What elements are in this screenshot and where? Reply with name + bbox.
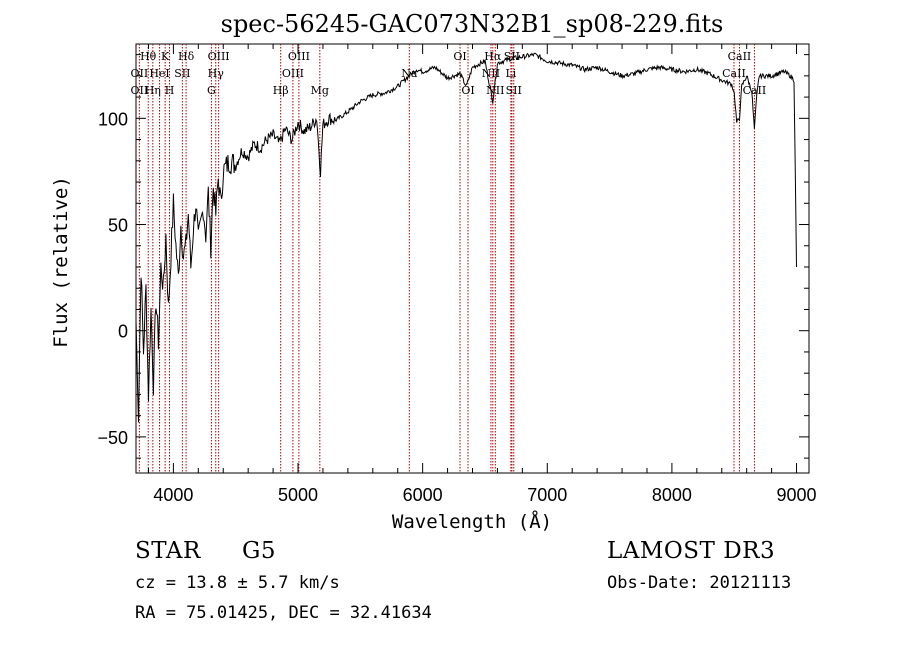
coordinates: RA = 75.01425, DEC = 32.41634 — [135, 603, 432, 623]
spectral-line-label: H — [165, 84, 175, 97]
spectral-line-label: Mg — [311, 84, 329, 97]
chart-title: spec-56245-GAC073N32B1_sp08-229.fits — [221, 10, 724, 38]
spectral-line-label: NII — [482, 67, 500, 80]
spectral-line-label: SII — [506, 84, 522, 97]
spectral-line-label: K — [161, 50, 170, 63]
redshift-readout: cz = 13.8 ± 5.7 km/s — [135, 573, 340, 593]
y-tick-label: 0 — [118, 322, 128, 342]
spectral-line-label: CaII — [722, 67, 746, 80]
spectral-line-label: CaII — [728, 50, 752, 63]
spectral-line-label: OI — [453, 50, 466, 63]
spectral-line-label: OIII — [282, 67, 304, 80]
spectral-line-label: OI — [461, 84, 474, 97]
spectral-line-label: OIII — [288, 50, 310, 63]
spectral-line-label: Hγ — [208, 67, 225, 80]
observation-date: Obs-Date: 20121113 — [607, 573, 792, 593]
x-tick-label: 4000 — [153, 485, 193, 505]
x-axis-label: Wavelength (Å) — [392, 510, 552, 533]
plot-frame — [135, 43, 810, 474]
object-subclass: G5 — [242, 538, 277, 564]
spectral-line-label: G — [207, 84, 216, 97]
survey-name: LAMOST DR3 — [607, 538, 776, 564]
spectral-line-label: OII — [131, 84, 149, 97]
y-tick-label: −50 — [97, 428, 128, 448]
spectral-line-label: NII — [486, 84, 504, 97]
x-tick-label: 5000 — [278, 485, 318, 505]
spectral-line-label: Hη — [145, 84, 161, 97]
x-tick-label: 6000 — [403, 485, 443, 505]
series-layer — [135, 52, 797, 423]
x-tick-label: 9000 — [777, 485, 817, 505]
y-tick-label: 100 — [98, 109, 128, 129]
spectral-line-label: OII — [131, 67, 149, 80]
spectral-line-label: OIII — [208, 50, 230, 63]
spectral-line-label: Hβ — [273, 84, 289, 97]
x-tick-label: 8000 — [652, 485, 692, 505]
spectral-line-label: Hθ — [140, 50, 157, 63]
spectral-line-label: Hδ — [178, 50, 195, 63]
x-tick-label: 7000 — [527, 485, 567, 505]
spectrum-line — [135, 52, 797, 423]
spectral-line-markers — [138, 44, 755, 473]
spectral-line-label: SII — [504, 50, 520, 63]
spectral-line-label: CaII — [743, 84, 767, 97]
object-class: STAR — [135, 538, 201, 564]
axis-ticks: 4000 5000 6000 7000 8000 9000 −50 0 50 100 — [97, 44, 817, 505]
y-axis-label: Flux (relative) — [50, 176, 72, 348]
spectral-line-label: Hα — [484, 50, 502, 63]
spectral-line-label: HeI — [149, 67, 169, 80]
spectral-line-labels: Hθ OII OII K HeI Hη Hδ SII H OIII Hγ G OIII OIII Hβ Mg N… — [131, 50, 767, 97]
spectral-line-label: SII — [174, 67, 190, 80]
spectral-line-label: Li — [505, 67, 516, 80]
y-tick-label: 50 — [108, 216, 128, 236]
spectral-line-label: Na — [401, 67, 418, 80]
